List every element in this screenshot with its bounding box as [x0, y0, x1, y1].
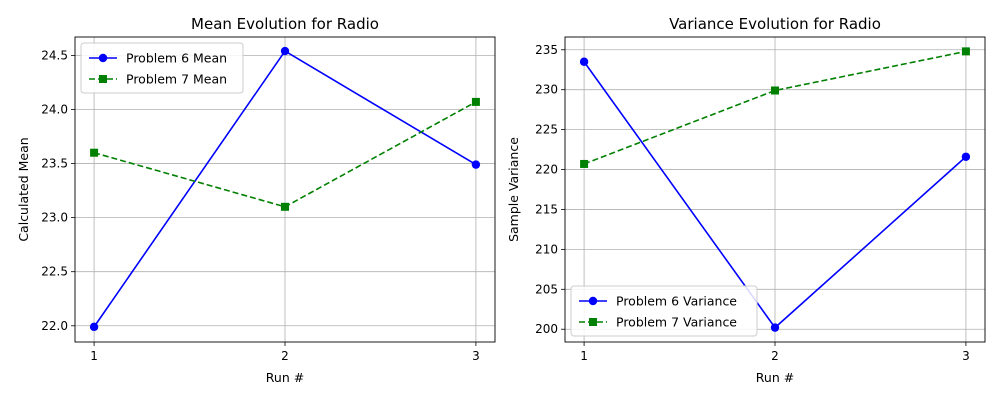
y-tick-label: 225 [535, 123, 558, 137]
y-axis-label: Calculated Mean [16, 137, 31, 241]
x-tick-label: 1 [580, 349, 588, 363]
legend-label: Problem 6 Mean [126, 51, 227, 66]
legend-marker [98, 53, 108, 63]
chart-title: Variance Evolution for Radio [669, 15, 881, 33]
plot-frame [74, 36, 496, 343]
legend-marker [589, 318, 597, 326]
data-point [961, 47, 970, 56]
x-tick-label: 2 [281, 349, 289, 363]
data-point [471, 160, 481, 169]
legend: Problem 6 Variance Problem 7 Variance [570, 285, 758, 337]
y-tick-label: 220 [535, 163, 558, 177]
legend: Problem 6 Mean Problem 7 Mean [80, 42, 244, 94]
y-tick-label: 210 [535, 242, 558, 256]
x-tick-label: 3 [962, 349, 970, 363]
y-tick-label: 205 [535, 282, 558, 296]
y-tick-label: 215 [535, 202, 558, 216]
data-point [770, 323, 780, 332]
plot-frame [564, 36, 986, 343]
legend-label: Problem 7 Variance [616, 315, 737, 330]
data-point [90, 148, 99, 157]
legend-marker [588, 296, 598, 306]
chart-panel-2: 1 2 3 200 205 210 215 220 225 230 235 Variance Evol… [506, 15, 986, 385]
y-tick-label: 22.5 [41, 265, 68, 279]
y-tick-label: 235 [535, 43, 558, 57]
chart-title: Mean Evolution for Radio [191, 15, 379, 33]
y-tick-label: 24.5 [41, 48, 68, 62]
data-point [471, 97, 480, 106]
y-tick-label: 24.0 [41, 102, 68, 116]
y-tick-label: 230 [535, 83, 558, 97]
legend-box [80, 42, 244, 94]
x-tick-label: 2 [771, 349, 779, 363]
y-tick-label: 22.0 [41, 319, 68, 333]
legend-box [570, 285, 758, 337]
legend-label: Problem 6 Variance [616, 294, 737, 309]
y-tick-label: 23.0 [41, 211, 68, 225]
data-point [281, 202, 289, 211]
legend-marker [99, 75, 107, 83]
data-point [280, 46, 290, 56]
data-point [579, 57, 589, 66]
data-point [771, 86, 779, 95]
x-axis-label: Run # [266, 370, 304, 385]
y-axis-label: Sample Variance [506, 137, 521, 242]
data-point [89, 322, 99, 332]
x-tick-label: 3 [472, 349, 480, 363]
y-tick-label: 200 [535, 322, 558, 336]
data-point [580, 159, 589, 168]
legend-label: Problem 7 Mean [126, 72, 227, 87]
data-point [961, 152, 971, 161]
series-line-2 [583, 50, 967, 165]
x-axis-label: Run # [756, 370, 794, 385]
y-tick-label: 23.5 [41, 157, 68, 171]
chart-panel-1: 1 2 3 22.0 22.5 23.0 23.5 24.0 24.5 Mean Evolutio… [16, 15, 496, 385]
x-tick-label: 1 [90, 349, 98, 363]
